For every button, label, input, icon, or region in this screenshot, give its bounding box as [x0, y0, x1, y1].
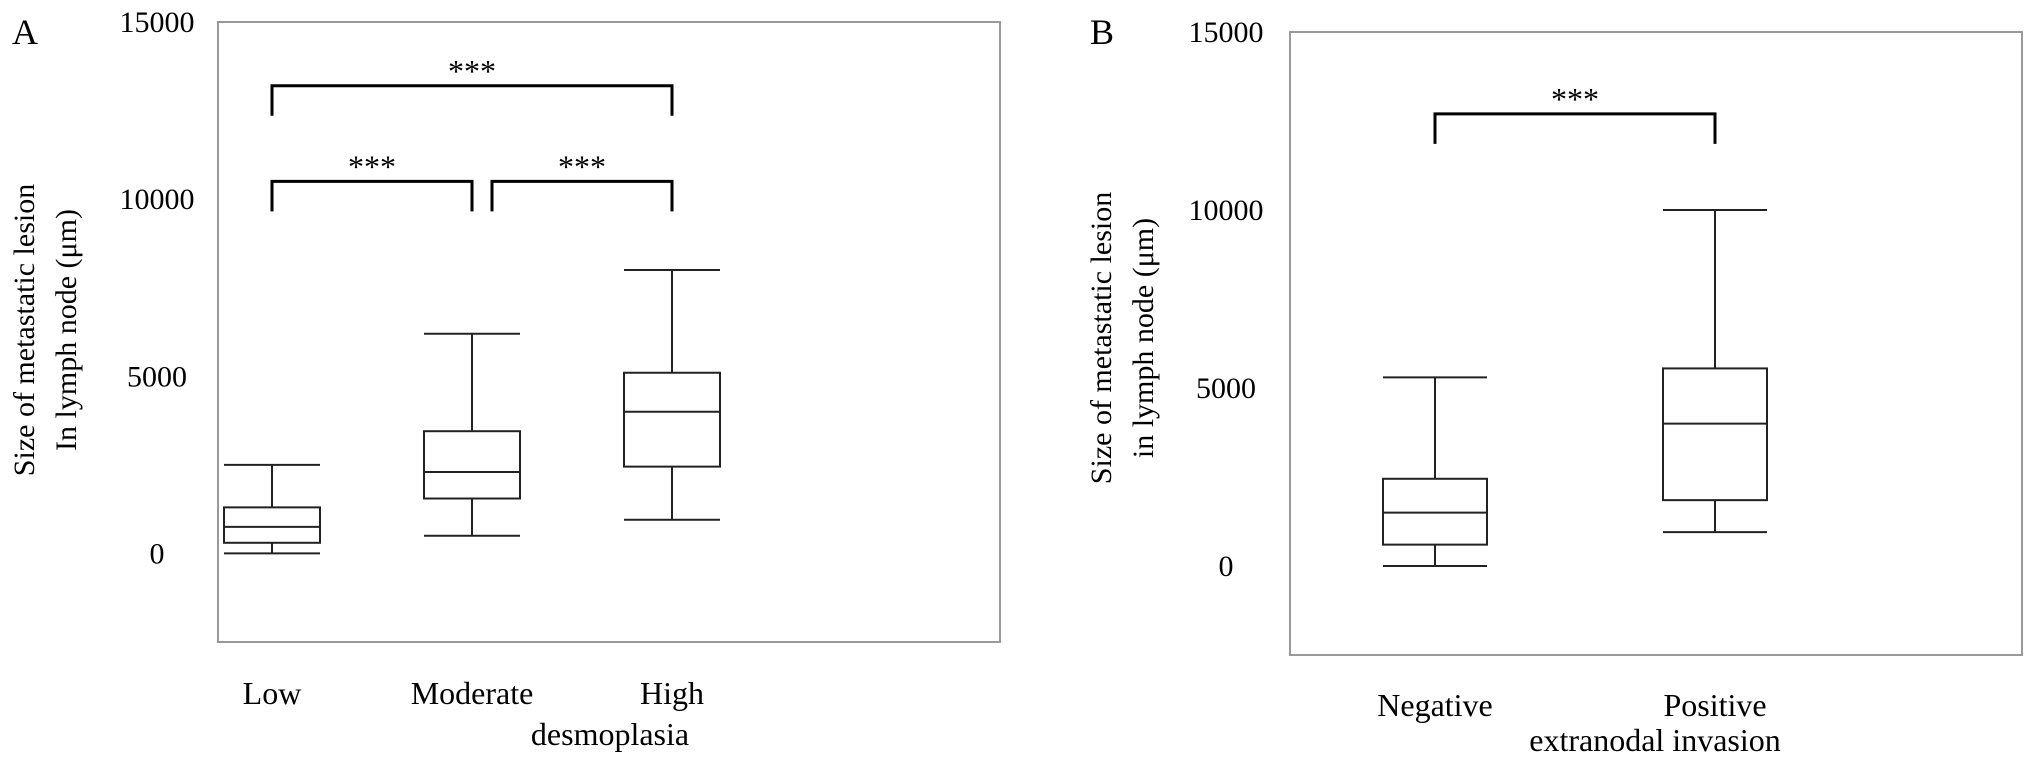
panel-a-label: A [12, 12, 38, 52]
panel-a-x-tick-label: High [640, 675, 704, 711]
panel-a-y-tick-label: 0 [150, 537, 165, 570]
panel-a-significance-bracket-0: *** [270, 148, 474, 212]
panel-b-y-tick-label: 10000 [1189, 194, 1264, 227]
bracket-line [270, 84, 674, 116]
panel-a-y-axis-label: Size of metastatic lesion In lymph node … [8, 184, 83, 476]
significance-label: *** [348, 148, 396, 184]
panel-b-significance-bracket-0: *** [1433, 81, 1717, 144]
panel-a: A Size of metastatic lesion In lymph nod… [8, 6, 1001, 752]
panel-b-label: B [1090, 12, 1114, 52]
panel-b: B Size of metastatic lesion in lymph nod… [1085, 12, 2023, 758]
bracket-line [1433, 112, 1717, 144]
box-iqr [423, 430, 521, 500]
panel-a-y-tick-label: 10000 [120, 183, 195, 216]
panel-a-y-tick-label: 5000 [127, 360, 187, 393]
panel-b-significance: *** [1433, 81, 1717, 144]
bracket-line [490, 179, 674, 212]
panel-b-plot-frame [1289, 31, 2023, 656]
panel-b-y-tick-label: 5000 [1196, 372, 1256, 405]
panel-a-ylabel-line-2: In lymph node (μm) [50, 209, 83, 451]
panel-b-y-tick-label: 15000 [1189, 16, 1264, 49]
panel-b-boxes [1382, 209, 1768, 567]
significance-label: *** [558, 148, 606, 184]
panel-b-x-tick-label: Negative [1377, 687, 1493, 723]
panel-a-box-2 [623, 269, 721, 521]
panel-a-y-tick-label: 15000 [120, 6, 195, 39]
panel-b-ylabel-line-2: in lymph node (μm) [1127, 218, 1160, 458]
panel-b-y-tick-label: 0 [1219, 550, 1234, 583]
panel-a-x-tick-label: Low [243, 675, 302, 711]
box-iqr [223, 506, 321, 544]
panel-a-x-tick-label: Moderate [411, 675, 534, 711]
panel-b-y-axis-label: Size of metastatic lesion in lymph node … [1085, 192, 1160, 484]
box-iqr [1662, 367, 1768, 502]
bracket-line [270, 179, 474, 212]
panel-a-x-axis-label: desmoplasia [531, 716, 689, 752]
panel-a-box-0 [223, 463, 321, 555]
panel-b-x-ticks: Negative Positive [1377, 687, 1766, 723]
panel-a-x-ticks: Low Moderate High [243, 675, 704, 711]
panel-b-ylabel-line-1: Size of metastatic lesion [1085, 192, 1118, 484]
panel-a-box-1 [423, 332, 521, 537]
panel-a-significance: *** *** *** [270, 53, 674, 212]
panel-b-x-axis-label: extranodal invasion [1529, 722, 1780, 758]
panel-a-boxes [223, 269, 721, 555]
panel-a-significance-bracket-2: *** [270, 53, 674, 116]
significance-label: *** [448, 53, 496, 89]
box-iqr [623, 371, 721, 468]
panel-b-x-tick-label: Positive [1663, 687, 1766, 723]
significance-label: *** [1551, 81, 1599, 117]
panel-b-y-ticks: 0 5000 10000 15000 [1189, 16, 1264, 583]
panel-a-ylabel-line-1: Size of metastatic lesion [8, 184, 41, 476]
panel-b-box-1 [1662, 209, 1768, 534]
panel-a-y-ticks: 0 5000 10000 15000 [120, 6, 195, 570]
panel-b-box-0 [1382, 376, 1488, 567]
panel-a-significance-bracket-1: *** [490, 148, 674, 212]
panel-a-plot-frame [217, 21, 1001, 643]
